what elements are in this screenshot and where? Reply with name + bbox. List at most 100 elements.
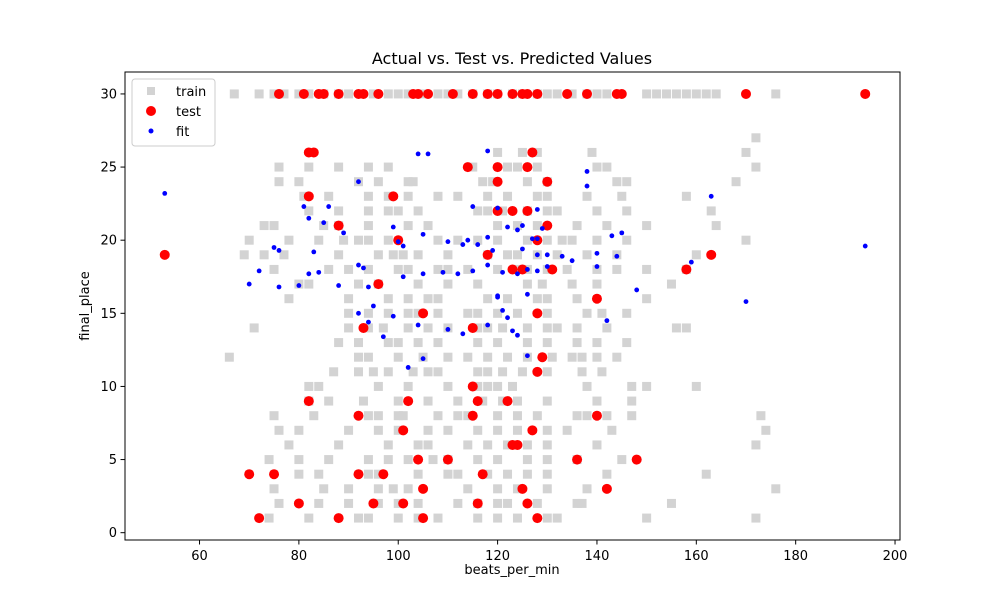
fit-point [594,264,600,269]
train-point [393,89,403,99]
train-point [522,469,532,479]
train-point [701,469,711,479]
train-point [711,221,721,231]
fit-point [415,151,421,157]
train-point [503,469,513,479]
train-point [582,191,592,201]
train-point [443,352,453,362]
train-point [229,89,239,99]
test-point [418,513,429,524]
train-point [493,484,503,494]
test-point [547,264,558,275]
train-point [344,425,354,435]
fit-point [619,230,625,236]
y-axis-label: final_place [78,271,93,340]
train-point [681,191,691,201]
fit-point [515,271,520,277]
train-point [294,469,304,479]
train-point [622,338,632,348]
train-point [423,323,433,333]
train-point [642,89,652,99]
fit-point [301,204,307,209]
fit-point [534,268,540,274]
fit-point [708,193,714,199]
train-point [433,308,443,318]
train-point [393,513,403,523]
train-point [532,162,542,172]
fit-point [485,262,491,268]
train-point [622,235,632,245]
train-point [532,498,542,508]
train-point [592,89,602,99]
train-point [378,323,388,333]
train-point [363,235,373,245]
train-point [353,513,363,523]
y-tick-label: 5 [109,453,117,468]
train-point [542,425,552,435]
test-point [522,205,533,216]
train-point [383,440,393,450]
train-point [627,396,637,406]
train-point [552,323,562,333]
fit-point [162,190,168,196]
fit-point [356,179,361,185]
fit-point [460,242,466,247]
test-series [159,88,871,524]
fit-point [534,236,540,242]
train-point [557,235,567,245]
fit-point [395,239,401,245]
fit-point [440,269,446,275]
test-point [373,88,384,99]
train-point [622,206,632,216]
test-point [293,498,304,509]
fit-point [366,319,371,325]
fit-point [400,274,406,280]
train-point [522,440,532,450]
test-point [582,88,593,99]
train-point [542,89,552,99]
legend-train-marker [147,87,155,95]
train-point [373,177,383,187]
test-point [333,88,344,99]
train-point [602,162,612,172]
train-point [269,484,279,494]
fit-point [594,250,600,256]
train-point [483,440,493,450]
fit-point [460,331,466,337]
train-point [373,484,383,494]
train-point [453,498,463,508]
train-point [319,221,329,231]
train-point [522,323,532,333]
y-tick-label: 20 [100,234,117,249]
train-point [592,352,602,362]
fit-point [366,284,371,290]
train-point [552,513,562,523]
train-point [483,367,493,377]
train-point [542,235,552,245]
train-point [602,221,612,231]
train-point [433,367,443,377]
train-point [592,235,602,245]
train-point [503,162,513,172]
train-point [617,191,627,201]
train-point [413,498,423,508]
train-point [443,381,453,391]
test-point [562,88,573,99]
train-point [622,177,632,187]
test-point [492,205,503,216]
train-point [274,498,284,508]
fit-point [525,291,530,297]
train-point [741,235,751,245]
train-point [473,279,483,289]
train-point [577,498,587,508]
legend-test-marker [146,106,156,116]
fit-point [743,299,749,305]
train-point [542,455,552,465]
test-point [532,88,543,99]
train-point [532,191,542,201]
fit-point [534,252,540,258]
train-point [443,250,453,260]
fit-point [420,356,426,362]
legend: train test fit [131,78,216,147]
train-point [602,411,612,421]
